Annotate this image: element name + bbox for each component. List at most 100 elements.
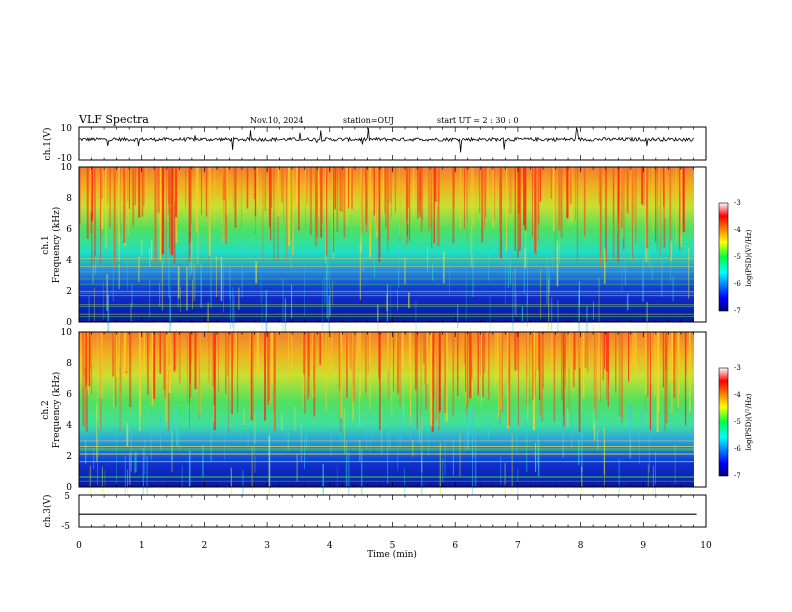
spectrogram-streak [178,266,180,299]
spectrogram-streak [228,332,230,433]
spectrogram-streak [127,260,128,291]
spectrogram-streak [144,439,146,475]
spectrogram-streak [424,332,427,385]
spectrogram-streak [537,332,538,379]
spectrogram-streak [651,263,653,280]
spectrogram-streak [262,167,264,262]
spectrogram-streak [620,167,622,212]
spectrogram-streak [397,289,398,311]
spectrogram-streak [602,332,605,381]
spectrogram-blank-edge [694,332,706,487]
spectrogram-band [79,292,694,294]
spectrogram-streak [384,167,386,213]
spectrogram-streak [603,427,606,475]
spectrogram-streak [554,167,557,267]
spectrogram-streak [398,243,400,288]
spectrogram-streak [102,281,104,320]
spectrogram-streak [93,447,95,470]
spectrogram-streak [295,167,298,205]
spectrogram-streak [214,242,217,262]
spectrogram-streak [669,332,671,383]
spectrogram-streak [664,167,666,218]
spectrogram-streak [326,261,328,319]
spectrogram-streak [642,167,645,206]
spectrogram-streak [437,167,440,247]
spectrogram-streak [552,167,555,231]
spectrogram-streak [324,276,326,304]
spectrogram-streak [568,332,570,413]
spectrogram-streak [622,167,624,238]
spectrogram-streak [343,167,346,238]
spectrogram-streak [306,167,308,206]
spectrogram-streak [641,167,643,205]
cb1-tick-m3: -3 [734,199,741,207]
spectrogram-streak [105,167,107,249]
spectrogram-streak [465,332,466,392]
spectrogram-streak [151,240,153,261]
spectrogram-streak [82,332,84,427]
spectrogram-streak [313,332,316,417]
ch1-waveform-panel: 10 -10 ch.1(V) [42,124,707,164]
spectrogram-streak [604,332,605,370]
spectrogram-band [79,453,694,455]
spectrogram-streak [428,167,430,233]
spectrogram-streak [665,332,668,423]
spectrogram-streak [249,332,252,419]
spectrogram-streak [628,332,630,382]
spectrogram-streak [642,243,644,302]
spectrogram-streak [298,167,300,231]
spectrogram-streak [487,332,488,369]
cb2-tick-m3: -3 [734,364,741,372]
spectrogram-streak [532,167,533,237]
spectrogram-streak [304,332,306,414]
spectrogram-streak [437,332,440,431]
spectrogram-streak [512,271,514,331]
spectrogram-streak [467,408,469,450]
spectrogram-streak [425,332,428,410]
time-tick-label: 3 [264,541,270,551]
spectrogram-streak [365,167,367,224]
spectrogram-band [79,476,694,477]
spectrogram-streak [365,167,368,232]
spectrogram-streak [237,332,239,413]
spectrogram-streak [564,332,566,370]
spectrogram-streak [378,332,380,375]
spectrogram-streak [574,332,576,370]
ch1-ytick-top: 10 [61,124,73,134]
spectrogram-streak [94,167,96,264]
spectrogram-streak [268,332,271,402]
spectrogram-streak [359,332,361,427]
spec2-ylabel-frequency: Frequency (kHz) [51,372,62,449]
spectrogram-streak [118,167,120,262]
cb1-tick-m7: -7 [734,307,741,315]
spectrogram-streak [526,332,528,407]
spectrogram-streak [243,409,245,426]
spectrogram-streak [173,167,176,264]
spectrogram-streak [579,332,581,368]
spectrogram-streak [134,167,137,206]
spectrogram-streak [330,416,332,456]
spectrogram-streak [464,167,465,229]
spectrogram-streak [656,332,659,432]
spectrogram-streak [141,167,144,217]
spectrogram-streak [390,167,392,218]
spectrogram-streak [256,167,258,207]
spectrogram-streak [340,417,342,443]
spectrogram-streak [359,332,361,398]
spectrogram-streak [396,332,399,394]
spectrogram-streak [499,167,502,232]
spectrogram-streak [277,167,280,217]
spectrogram-streak [260,403,261,420]
spectrogram-streak [416,332,418,430]
spectrogram-streak [536,167,538,252]
ch2-colorbar: -3 -4 -5 -6 -7 log(PSD)(V²/Hz) [718,364,753,480]
spectrogram-streak [550,167,552,199]
spectrogram-band [79,295,694,297]
spectrogram-streak [88,295,90,322]
spectrogram-streak [470,167,473,267]
spectrogram-streak [484,167,486,228]
spectrogram-band [79,278,694,280]
spectrogram-streak [83,332,85,376]
spectrogram-streak [107,167,109,204]
spectrogram-streak [410,332,412,427]
